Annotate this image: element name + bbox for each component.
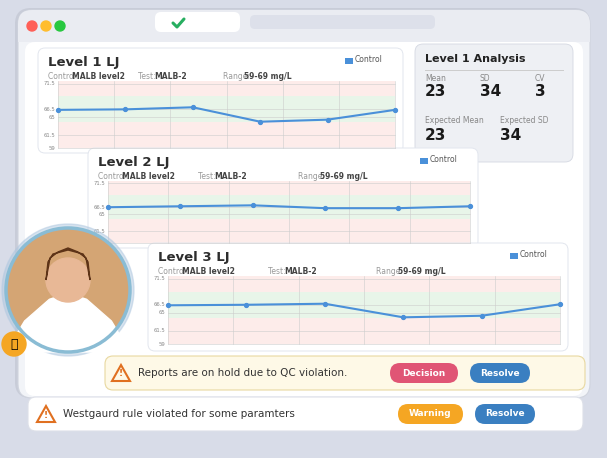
Text: Resolve: Resolve [485, 409, 525, 419]
Text: MALB level2: MALB level2 [72, 72, 125, 81]
Text: Test:: Test: [138, 72, 158, 81]
Bar [510, 253, 518, 259]
Text: 59-69 mg/L: 59-69 mg/L [320, 172, 368, 181]
Text: 🔔: 🔔 [10, 338, 18, 351]
Text: Expected Mean: Expected Mean [425, 116, 484, 125]
Bar [420, 158, 428, 164]
Text: MALB-2: MALB-2 [214, 172, 246, 181]
Text: !: ! [119, 370, 123, 378]
Text: 23: 23 [425, 84, 446, 99]
Text: Decision: Decision [402, 369, 446, 377]
Text: 61.5: 61.5 [43, 133, 55, 137]
Text: 66.5: 66.5 [43, 107, 55, 112]
Polygon shape [46, 248, 90, 280]
Text: Reports are on hold due to QC violation.: Reports are on hold due to QC violation. [138, 368, 347, 378]
Text: 65: 65 [98, 212, 105, 217]
Text: Westgaurd rule violated for some paramters: Westgaurd rule violated for some paramte… [63, 409, 295, 419]
Text: 61.5: 61.5 [93, 229, 105, 234]
Text: !: ! [44, 410, 48, 420]
Bar [58, 122, 395, 148]
FancyBboxPatch shape [148, 243, 568, 351]
Text: MALB level2: MALB level2 [122, 172, 175, 181]
Bar [108, 219, 470, 243]
Text: 59-69 mg/L: 59-69 mg/L [398, 267, 446, 276]
Circle shape [6, 228, 130, 352]
FancyBboxPatch shape [105, 356, 585, 390]
Text: 66.5: 66.5 [93, 205, 105, 210]
Text: Range:: Range: [376, 267, 405, 276]
Text: MALB level2: MALB level2 [182, 267, 235, 276]
Bar [168, 292, 560, 318]
Text: Resolve: Resolve [480, 369, 520, 377]
FancyBboxPatch shape [390, 363, 458, 383]
Text: 65: 65 [158, 310, 165, 315]
Circle shape [2, 332, 26, 356]
Text: Mean: Mean [425, 74, 446, 83]
Text: 61.5: 61.5 [153, 328, 165, 333]
Circle shape [2, 224, 134, 356]
Bar [345, 58, 353, 64]
FancyBboxPatch shape [88, 148, 478, 248]
Bar [58, 97, 395, 122]
Text: Expected SD: Expected SD [500, 116, 549, 125]
Text: Control: Control [520, 250, 548, 259]
Text: Test:: Test: [198, 172, 218, 181]
Circle shape [46, 258, 90, 302]
Text: 3: 3 [535, 84, 546, 99]
Bar [58, 81, 395, 97]
FancyBboxPatch shape [250, 15, 435, 29]
Text: Warning: Warning [409, 409, 452, 419]
Text: 59-69 mg/L: 59-69 mg/L [244, 72, 291, 81]
Text: CV: CV [535, 74, 546, 83]
Circle shape [41, 21, 51, 31]
FancyBboxPatch shape [15, 8, 590, 398]
Circle shape [27, 21, 37, 31]
Text: Test:: Test: [268, 267, 288, 276]
Text: Control: Control [430, 155, 458, 164]
Circle shape [55, 21, 65, 31]
FancyBboxPatch shape [155, 12, 240, 32]
Text: 23: 23 [425, 128, 446, 143]
Text: 71.5: 71.5 [43, 81, 55, 86]
FancyBboxPatch shape [475, 404, 535, 424]
Bar [168, 276, 560, 292]
Text: 65: 65 [48, 114, 55, 120]
Text: Level 1 LJ: Level 1 LJ [48, 56, 120, 69]
Text: Control:: Control: [98, 172, 131, 181]
Bar [108, 195, 470, 219]
Bar [18, 30, 590, 42]
FancyBboxPatch shape [18, 10, 590, 42]
Text: MALB-2: MALB-2 [284, 267, 317, 276]
FancyBboxPatch shape [18, 10, 590, 398]
Text: 34: 34 [480, 84, 501, 99]
Text: 59: 59 [158, 342, 165, 347]
Bar [108, 181, 470, 195]
Text: 71.5: 71.5 [93, 181, 105, 186]
FancyBboxPatch shape [398, 404, 463, 424]
Text: Level 2 LJ: Level 2 LJ [98, 156, 169, 169]
Text: Control:: Control: [48, 72, 81, 81]
Text: 71.5: 71.5 [153, 276, 165, 281]
Text: Level 3 LJ: Level 3 LJ [158, 251, 229, 264]
FancyBboxPatch shape [38, 48, 403, 153]
Circle shape [6, 228, 130, 352]
FancyBboxPatch shape [415, 44, 573, 162]
Text: MALB-2: MALB-2 [154, 72, 186, 81]
Text: SD: SD [480, 74, 490, 83]
FancyBboxPatch shape [28, 397, 583, 431]
FancyBboxPatch shape [470, 363, 530, 383]
Polygon shape [6, 293, 130, 352]
Text: 66.5: 66.5 [153, 302, 165, 307]
Text: Range:: Range: [223, 72, 253, 81]
FancyBboxPatch shape [25, 42, 583, 396]
Text: Control: Control [355, 55, 383, 64]
Text: 59: 59 [98, 240, 105, 245]
Text: Range:: Range: [298, 172, 327, 181]
Text: Level 1 Analysis: Level 1 Analysis [425, 54, 526, 64]
Text: 59: 59 [48, 146, 55, 151]
Text: 34: 34 [500, 128, 521, 143]
Text: Control:: Control: [158, 267, 191, 276]
Bar [168, 318, 560, 344]
